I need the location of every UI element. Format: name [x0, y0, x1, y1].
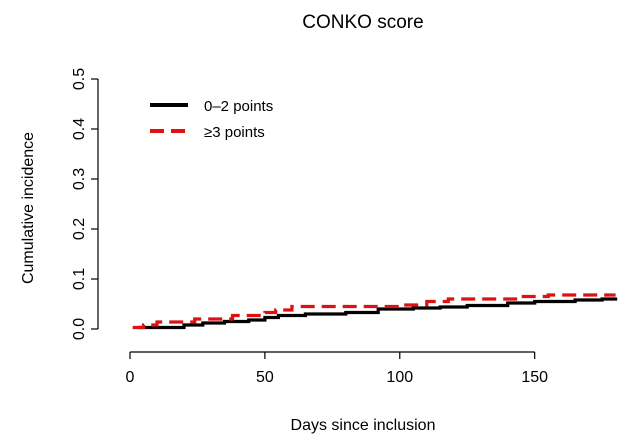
axes: 0 50 100 150 0.0 0.1 0.2 0.3 0.4 0.5: [71, 68, 548, 386]
series-group: [132, 293, 618, 330]
y-tick-label: 0.2: [71, 218, 88, 240]
y-tick-label: 0.5: [71, 68, 88, 90]
x-axis-label: Days since inclusion: [291, 417, 436, 434]
series-line-1: [138, 297, 618, 330]
y-tick-label: 0.0: [71, 318, 88, 340]
x-tick-label: 100: [386, 369, 413, 386]
y-tick-label: 0.1: [71, 268, 88, 290]
y-tick-label: 0.4: [71, 118, 88, 140]
x-tick-label: 0: [126, 369, 135, 386]
y-axis-label: Cumulative incidence: [20, 132, 37, 284]
legend-label-2: ≥3 points: [204, 124, 265, 141]
chart-title: CONKO score: [302, 12, 423, 33]
legend: 0–2 points ≥3 points: [150, 98, 273, 141]
legend-label-1: 0–2 points: [204, 98, 273, 115]
series-line-2: [132, 293, 616, 330]
x-tick-label: 50: [256, 369, 274, 386]
y-tick-label: 0.3: [71, 168, 88, 190]
x-tick-label: 150: [521, 369, 548, 386]
